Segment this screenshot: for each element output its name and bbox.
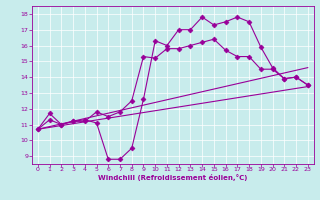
X-axis label: Windchill (Refroidissement éolien,°C): Windchill (Refroidissement éolien,°C) — [98, 174, 247, 181]
